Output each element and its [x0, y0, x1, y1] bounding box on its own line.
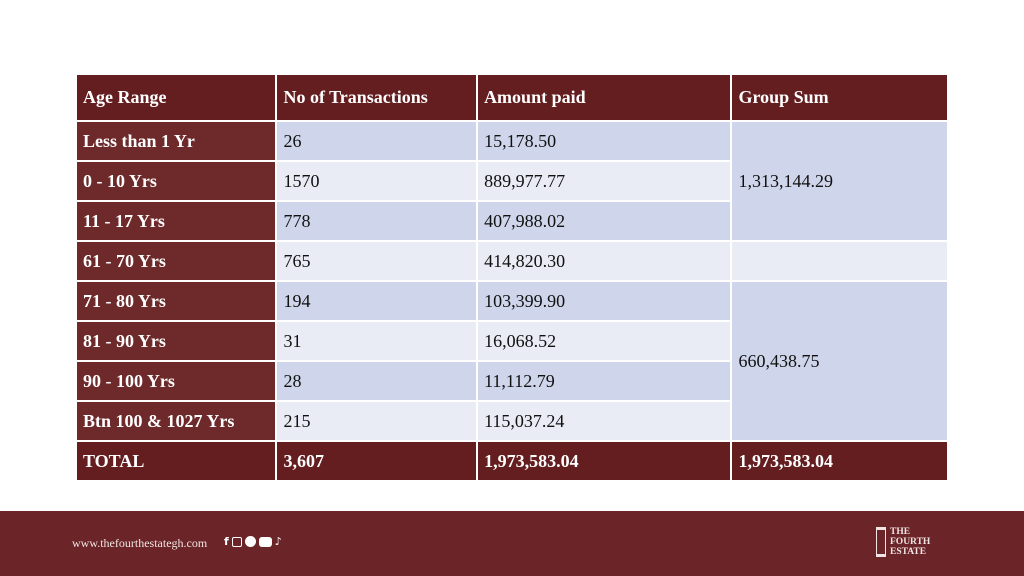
age-range-cell: 0 - 10 Yrs [74, 160, 278, 202]
amount-cell: 115,037.24 [476, 400, 733, 442]
group-sum-cell [730, 240, 949, 282]
total-count: 3,607 [275, 440, 479, 482]
transactions-cell: 31 [275, 320, 479, 362]
header-age-range: Age Range [74, 73, 278, 122]
amount-cell: 11,112.79 [476, 360, 733, 402]
table-header-row: Age Range No of Transactions Amount paid… [74, 73, 949, 122]
amount-cell: 16,068.52 [476, 320, 733, 362]
age-range-cell: 90 - 100 Yrs [74, 360, 278, 402]
age-range-cell: 61 - 70 Yrs [74, 240, 278, 282]
age-range-cell: Less than 1 Yr [74, 120, 278, 162]
total-amount: 1,973,583.04 [476, 440, 733, 482]
table-row: Less than 1 Yr 26 15,178.50 1,313,144.29 [74, 120, 949, 242]
header-group-sum: Group Sum [730, 73, 949, 122]
group-sum-cell: 1,313,144.29 [730, 120, 949, 242]
facebook-icon[interactable]: f [224, 535, 229, 548]
youtube-icon[interactable] [258, 536, 272, 547]
header-amount: Amount paid [476, 73, 733, 122]
total-row: TOTAL 3,607 1,973,583.04 1,973,583.04 [74, 440, 949, 482]
table-row: 71 - 80 Yrs 194 103,399.90 660,438.75 [74, 280, 949, 442]
logo-line: ESTATE [890, 547, 927, 557]
total-label: TOTAL [74, 440, 278, 482]
amount-cell: 889,977.77 [476, 160, 733, 202]
transactions-cell: 28 [275, 360, 479, 402]
logo-line: THE [890, 527, 911, 537]
amount-cell: 407,988.02 [476, 200, 733, 242]
the-fourth-estate-logo: THE FOURTH ESTATE [876, 527, 930, 557]
transactions-cell: 194 [275, 280, 479, 322]
transactions-cell: 215 [275, 400, 479, 442]
amount-cell: 15,178.50 [476, 120, 733, 162]
table-row: 11 - 17 Yrs 778 407,988.02 [74, 200, 948, 242]
x-icon[interactable] [244, 536, 256, 547]
total-group-sum: 1,973,583.04 [730, 440, 949, 482]
transactions-cell: 765 [275, 240, 479, 282]
instagram-icon[interactable] [231, 536, 242, 547]
logo-line: FOURTH [890, 537, 931, 547]
footer: www.thefourthestategh.com f ♪ THE FOURTH… [0, 511, 1024, 576]
group-sum-cell: 660,438.75 [730, 280, 949, 442]
table-row: 81 - 90 Yrs 31 16,068.52 [74, 320, 948, 362]
amount-cell: 103,399.90 [476, 280, 733, 322]
transactions-cell: 778 [275, 200, 479, 242]
age-range-cell: 81 - 90 Yrs [74, 320, 278, 362]
pillar-icon [876, 527, 886, 557]
table-row: 61 - 70 Yrs 765 414,820.30 [74, 240, 949, 282]
table-row: Btn 100 & 1027 Yrs 215 115,037.24 [74, 400, 948, 442]
tiktok-icon[interactable]: ♪ [274, 535, 282, 548]
header-transactions: No of Transactions [275, 73, 479, 122]
age-range-cell: 11 - 17 Yrs [74, 200, 278, 242]
transactions-cell: 26 [275, 120, 479, 162]
transactions-cell: 1570 [275, 160, 479, 202]
amount-cell: 414,820.30 [476, 240, 733, 282]
table-row: 0 - 10 Yrs 1570 889,977.77 [74, 160, 948, 202]
age-range-cell: 71 - 80 Yrs [74, 280, 278, 322]
website-link[interactable]: www.thefourthestategh.com [72, 536, 208, 550]
age-range-cell: Btn 100 & 1027 Yrs [74, 400, 278, 442]
table-row: 90 - 100 Yrs 28 11,112.79 [74, 360, 948, 402]
age-range-table: Age Range No of Transactions Amount paid… [74, 73, 949, 482]
